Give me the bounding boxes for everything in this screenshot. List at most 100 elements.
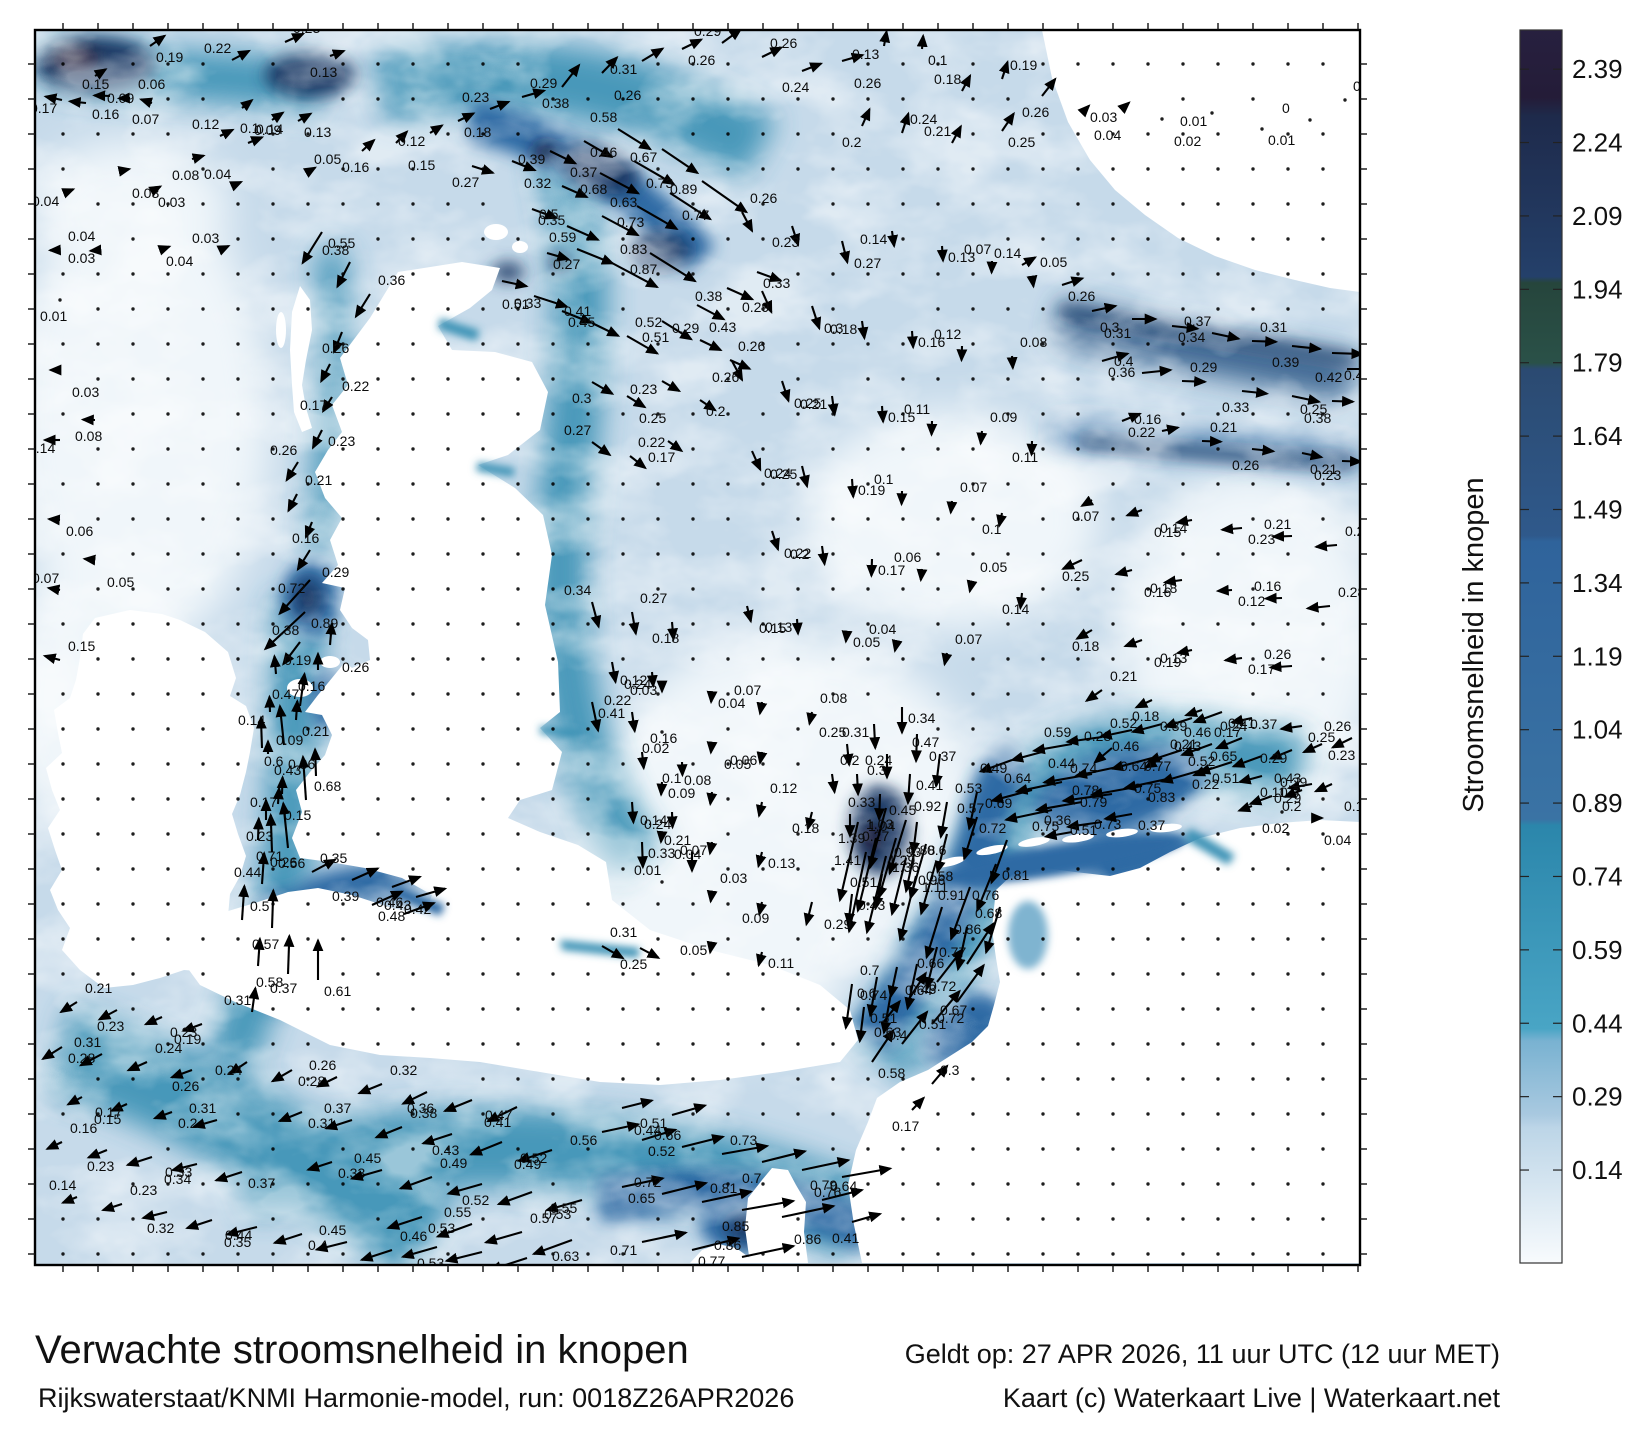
grid-dot bbox=[1181, 1077, 1185, 1081]
grid-dot bbox=[516, 902, 520, 906]
current-vector bbox=[312, 429, 323, 450]
current-vector bbox=[601, 215, 640, 237]
current-speed-label: 0.22 bbox=[1192, 776, 1219, 792]
grid-dot bbox=[1286, 482, 1290, 486]
current-speed-label: 0.2 bbox=[840, 752, 860, 768]
grid-dot bbox=[411, 62, 415, 66]
current-speed-label: 0.37 bbox=[324, 1100, 351, 1116]
grid-dot bbox=[1286, 1112, 1290, 1116]
grid-dot bbox=[971, 202, 975, 206]
current-vector bbox=[879, 30, 891, 47]
current-speed-label: 0.1 bbox=[928, 52, 948, 68]
colorbar-ticks: 2.392.242.091.941.791.641.491.341.191.04… bbox=[1520, 54, 1623, 1185]
grid-dot bbox=[1041, 517, 1045, 521]
grid-dot bbox=[1286, 972, 1290, 976]
current-vector bbox=[1331, 395, 1356, 407]
grid-dot bbox=[691, 1112, 695, 1116]
grid-dot bbox=[936, 587, 940, 591]
current-speed-label: 0.1 bbox=[874, 471, 894, 487]
current-vector bbox=[141, 1210, 168, 1221]
grid-dot bbox=[726, 1042, 730, 1046]
grid-dot bbox=[1041, 237, 1045, 241]
grid-dot bbox=[971, 1217, 975, 1221]
current-vector bbox=[742, 605, 754, 624]
grid-dot bbox=[1041, 1252, 1045, 1256]
grid-dot bbox=[166, 902, 170, 906]
grid-dot bbox=[551, 97, 555, 101]
grid-dot bbox=[1251, 1042, 1255, 1046]
current-vector bbox=[255, 715, 267, 749]
grid-dot bbox=[1111, 482, 1115, 486]
grid-dot bbox=[481, 972, 485, 976]
grid-dot bbox=[726, 167, 730, 171]
current-vector bbox=[806, 711, 818, 726]
grid-dot bbox=[411, 552, 415, 556]
grid-dot bbox=[1006, 307, 1010, 311]
grid-dot bbox=[831, 97, 835, 101]
current-speed-label: 0.43 bbox=[432, 1142, 459, 1158]
current-vector bbox=[43, 93, 63, 105]
grid-dot bbox=[271, 237, 275, 241]
current-speed-label: 0.29 bbox=[824, 916, 851, 932]
grid-dot bbox=[481, 902, 485, 906]
current-speed-label: 0.37 bbox=[1250, 716, 1277, 732]
grid-dot bbox=[1251, 167, 1255, 171]
grid-dot bbox=[1146, 237, 1150, 241]
grid-dot bbox=[516, 587, 520, 591]
current-speed-label: 0.51 bbox=[642, 329, 669, 345]
grid-dot bbox=[726, 62, 730, 66]
grid-dot bbox=[866, 342, 870, 346]
grid-dot bbox=[516, 1147, 520, 1151]
grid-dot bbox=[1321, 797, 1325, 801]
grid-dot bbox=[1006, 657, 1010, 661]
grid-dot bbox=[201, 517, 205, 521]
grid-dot bbox=[1076, 202, 1080, 206]
grid-dot bbox=[1146, 552, 1150, 556]
current-speed-label: 0.52 bbox=[520, 1150, 547, 1166]
current-vector bbox=[769, 530, 780, 552]
grid-dot bbox=[1111, 1007, 1115, 1011]
grid-dot bbox=[201, 62, 205, 66]
grid-dot bbox=[831, 167, 835, 171]
grid-dot bbox=[201, 97, 205, 101]
current-vector bbox=[1123, 637, 1143, 648]
grid-dot bbox=[96, 447, 100, 451]
grid-dot bbox=[306, 1182, 310, 1186]
current-speed-label: 0.36 bbox=[288, 756, 315, 772]
grid-dot bbox=[761, 552, 765, 556]
current-speed-label: 0.51 bbox=[850, 874, 877, 890]
current-speed-label: 0.13 bbox=[304, 124, 331, 140]
current-speed-label: 0.25 bbox=[770, 466, 797, 482]
grid-dot bbox=[761, 237, 765, 241]
grid-dot bbox=[1181, 972, 1185, 976]
current-speed-label: 0.49 bbox=[440, 1155, 467, 1171]
grid-dot bbox=[1216, 552, 1220, 556]
current-vector bbox=[501, 278, 529, 290]
current-vector bbox=[887, 819, 908, 876]
current-speed-label: 0.08 bbox=[684, 772, 711, 788]
current-speed-label: 0.23 bbox=[87, 1158, 114, 1174]
grid-dot bbox=[376, 517, 380, 521]
grid-dot bbox=[1041, 902, 1045, 906]
grid-dot bbox=[551, 1182, 555, 1186]
ireland-landmass bbox=[46, 610, 254, 988]
current-speed-label: 0.35 bbox=[224, 1234, 251, 1250]
grid-dot bbox=[761, 867, 765, 871]
grid-dot bbox=[271, 132, 275, 136]
grid-dot bbox=[96, 377, 100, 381]
grid-dot bbox=[201, 657, 205, 661]
grid-dot bbox=[1286, 272, 1290, 276]
current-speed-label: 0.17 bbox=[878, 562, 905, 578]
current-vector bbox=[706, 791, 718, 807]
grid-dot bbox=[621, 482, 625, 486]
grid-dot bbox=[726, 237, 730, 241]
grid-dot bbox=[551, 342, 555, 346]
grid-dot bbox=[1076, 237, 1080, 241]
current-vector bbox=[741, 211, 754, 233]
grid-dot bbox=[411, 482, 415, 486]
grid-dot bbox=[61, 692, 65, 696]
grid-dot bbox=[1076, 902, 1080, 906]
grid-dot bbox=[831, 1112, 835, 1116]
current-speed-label: 0.41 bbox=[916, 777, 943, 793]
grid-dot bbox=[411, 937, 415, 941]
